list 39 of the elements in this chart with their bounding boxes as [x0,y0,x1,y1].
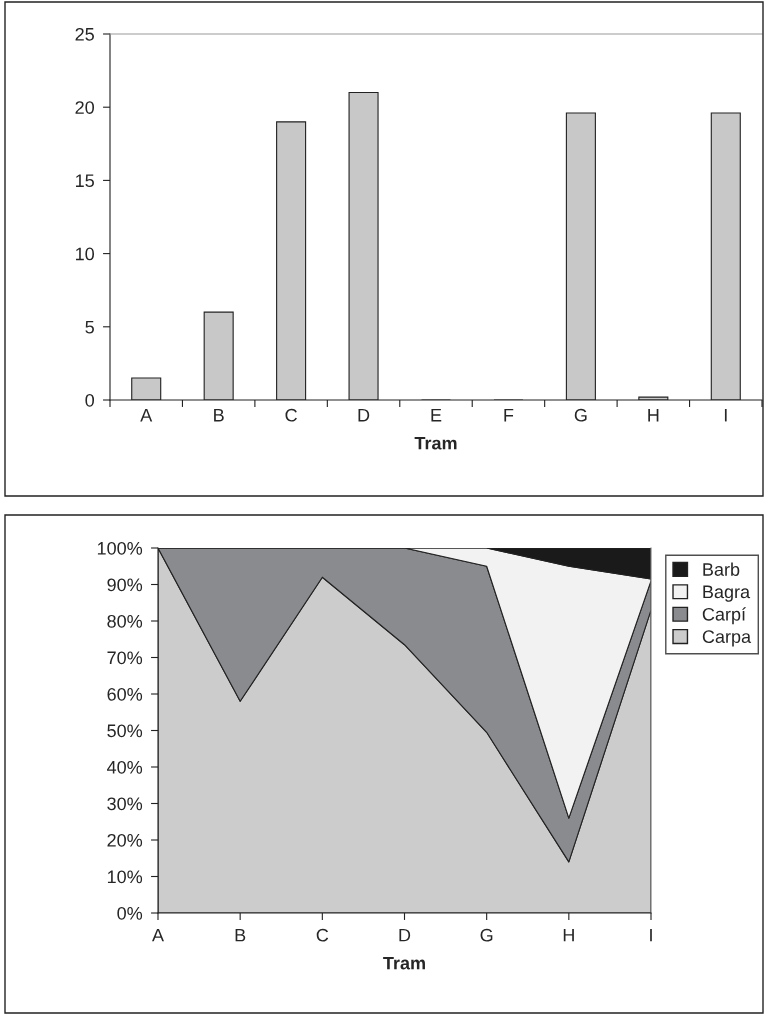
y-tick-label: 100% [97,541,143,555]
y-tick-label: 15 [76,174,94,188]
x-tick-label: I [724,409,727,422]
x-tick-label: F [504,409,514,422]
x-tick-label: H [563,928,574,942]
y-tick-label: 70% [107,651,143,665]
x-tick-label: G [574,408,587,422]
x-tick-label: A [140,409,153,422]
x-tick-label: G [480,928,493,942]
x-axis-title: Tram [414,436,457,450]
y-tick-label: 60% [107,687,143,701]
y-tick-label: 50% [107,724,143,738]
x-tick-label: C [316,928,329,942]
y-tick-label: 10 [76,247,95,261]
y-tick-label: 25 [75,27,94,41]
x-tick-label: D [358,409,370,422]
y-tick-label: 0 [85,393,95,407]
y-tick-label: 5 [85,320,94,334]
legend-label: Barb [703,562,740,576]
x-tick-label: B [214,409,224,422]
x-tick-label: I [650,928,652,942]
y-tick-label: 40% [107,760,143,774]
y-tick-label: 80% [107,614,143,628]
y-tick-label: 10% [107,870,143,884]
y-tick-label: 20% [107,833,143,847]
y-tick-label: 0% [117,906,143,920]
x-tick-label: A [152,928,164,942]
x-tick-label: B [235,928,246,942]
x-tick-label: D [399,928,411,942]
x-tick-label: E [431,409,442,422]
y-tick-label: 90% [107,578,143,592]
legend-label: Bagra [703,585,751,602]
y-tick-label: 30% [107,797,143,811]
x-axis-title: Tram [383,956,425,970]
x-tick-label: H [648,409,659,422]
legend-label: Carpa [702,630,752,647]
y-tick-label: 20 [75,101,95,114]
legend-label: Carpí [702,607,746,625]
x-tick-label: C [285,408,297,422]
